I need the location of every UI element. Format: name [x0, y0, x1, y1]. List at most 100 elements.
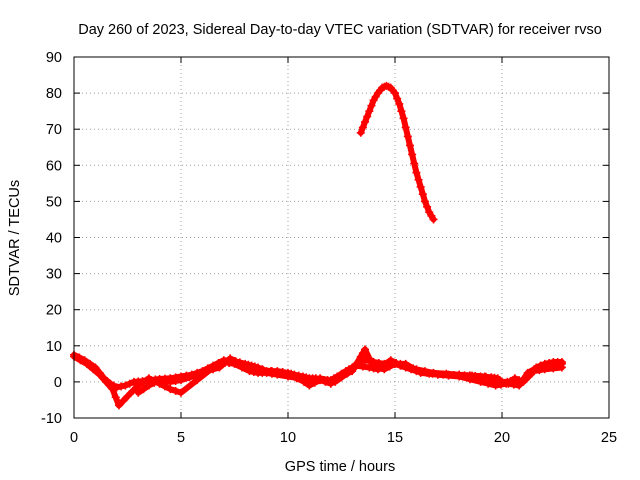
data-point [144, 381, 153, 390]
data-point [393, 94, 402, 103]
data-point [515, 381, 524, 390]
data-point [361, 345, 370, 354]
x-tick-label: 10 [280, 430, 296, 446]
data-point [160, 376, 169, 385]
data-point [358, 123, 367, 132]
data-point [414, 175, 423, 184]
data-point [420, 367, 429, 376]
data-point [331, 377, 340, 386]
data-point [166, 377, 175, 386]
y-axis-label: SDTVAR / TECUs [7, 180, 23, 296]
data-point [139, 377, 148, 386]
data-point [423, 202, 432, 211]
data-point [266, 367, 275, 376]
data-point [89, 365, 98, 374]
data-point [365, 354, 374, 363]
data-point [177, 376, 185, 385]
data-point [442, 369, 451, 378]
y-tick-label: 80 [46, 86, 62, 102]
y-tick-label: 0 [54, 375, 62, 391]
data-point [226, 354, 235, 363]
data-point [308, 376, 317, 385]
data-point [510, 374, 519, 383]
data-point [356, 128, 365, 137]
data-point [395, 99, 404, 108]
data-point [231, 357, 240, 366]
data-point [416, 182, 425, 191]
data-point [410, 159, 419, 168]
data-point [367, 101, 376, 110]
data-point [365, 363, 374, 372]
data-point [220, 358, 229, 367]
x-tick-label: 20 [494, 430, 510, 446]
data-point [530, 365, 539, 374]
data-point [504, 379, 513, 388]
data-point [369, 364, 378, 373]
data-point [316, 374, 325, 383]
data-point [373, 365, 382, 374]
data-point [114, 401, 123, 410]
data-point [386, 356, 395, 365]
data-point [337, 373, 346, 382]
data-point [194, 370, 203, 379]
data-point [155, 376, 164, 385]
y-tick-label: 40 [46, 231, 62, 247]
x-tick-label: 5 [177, 430, 185, 446]
y-tick-label: 50 [46, 194, 62, 210]
data-point [185, 373, 194, 382]
data-point [82, 359, 91, 368]
data-point [412, 365, 421, 374]
y-tick-label: 90 [46, 50, 62, 66]
data-point [536, 361, 545, 370]
data-point [251, 365, 260, 374]
data-point [399, 114, 408, 123]
data-point [275, 368, 284, 377]
data-point [166, 385, 175, 394]
data-point [243, 363, 252, 372]
data-point [76, 356, 85, 365]
data-point [177, 388, 185, 397]
data-point [134, 381, 143, 390]
data-point [403, 132, 412, 141]
data-point [397, 107, 406, 116]
data-point [125, 379, 134, 388]
grid-lines [74, 57, 609, 418]
axis-ticks: 0 5 10 15 20 25 -10 0 10 20 30 40 50 60 70 80 90 [41, 50, 617, 446]
data-point [144, 374, 153, 383]
data-point [134, 388, 143, 397]
data-point [404, 363, 413, 372]
data-point [108, 385, 117, 394]
x-tick-label: 25 [601, 430, 617, 446]
data-point [418, 190, 427, 199]
data-point [429, 368, 438, 377]
data-point [117, 382, 126, 391]
data-point [119, 396, 128, 405]
data-point [492, 376, 501, 385]
data-point [557, 359, 566, 368]
data-point [363, 112, 372, 121]
x-tick-label: 0 [70, 430, 78, 446]
chart-title: Day 260 of 2023, Sidereal Day-to-day VTE… [78, 22, 602, 38]
data-point [95, 370, 104, 379]
data-point [128, 386, 137, 395]
data-point [420, 197, 429, 206]
data-point [519, 375, 528, 384]
data-point [397, 361, 406, 370]
data-point [405, 141, 414, 150]
data-point [484, 379, 493, 388]
y-tick-label: -10 [41, 411, 62, 427]
data-point [391, 89, 399, 98]
data-point [408, 150, 417, 159]
data-point [542, 360, 551, 369]
data-point [523, 368, 532, 377]
data-point [468, 371, 477, 380]
y-tick-label: 10 [46, 339, 62, 355]
x-tick-label: 15 [387, 430, 403, 446]
data-point [392, 358, 401, 367]
data-point [429, 215, 438, 224]
data-point [111, 393, 120, 402]
series-peak-trace [356, 81, 438, 224]
data-point [301, 377, 310, 386]
data-point [292, 374, 301, 383]
